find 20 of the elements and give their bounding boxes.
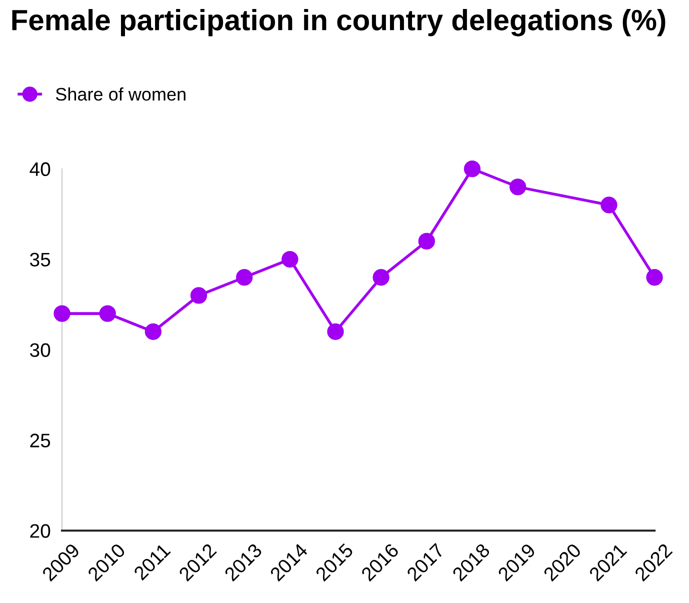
point — [464, 160, 481, 178]
point — [646, 269, 663, 286]
point — [144, 323, 162, 340]
point — [282, 250, 298, 268]
point — [372, 269, 390, 286]
point — [236, 269, 253, 286]
point — [509, 178, 526, 196]
y-tick-label: 30 — [30, 343, 50, 357]
point — [600, 196, 618, 214]
point — [190, 287, 208, 304]
legend-label: Share of women — [56, 87, 186, 101]
point — [418, 232, 435, 250]
y-tick-label: 25 — [30, 434, 50, 448]
point — [327, 323, 344, 340]
point — [54, 305, 70, 322]
y-tick-label: 40 — [30, 162, 50, 176]
y-tick-label: 35 — [30, 252, 50, 267]
point — [99, 305, 116, 322]
chart-title: Female participation in country delegations (%) — [12, 9, 666, 36]
y-tick-label: 20 — [30, 524, 50, 538]
